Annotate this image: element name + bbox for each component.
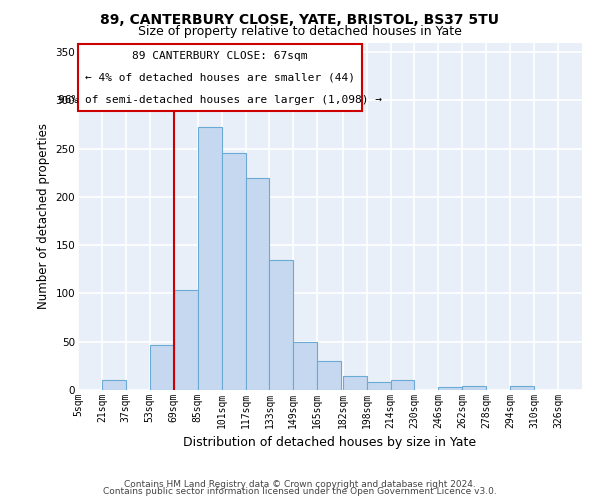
Text: ← 4% of detached houses are smaller (44): ← 4% of detached houses are smaller (44) [85, 72, 355, 83]
Text: 89 CANTERBURY CLOSE: 67sqm: 89 CANTERBURY CLOSE: 67sqm [133, 50, 308, 60]
Text: Contains HM Land Registry data © Crown copyright and database right 2024.: Contains HM Land Registry data © Crown c… [124, 480, 476, 489]
Bar [269, 260, 293, 390]
Text: 96% of semi-detached houses are larger (1,098) →: 96% of semi-detached houses are larger (… [58, 95, 382, 105]
Bar [245, 178, 269, 390]
FancyBboxPatch shape [78, 44, 362, 111]
Bar [343, 376, 367, 390]
Bar [221, 152, 245, 390]
Bar [463, 386, 486, 390]
X-axis label: Distribution of detached houses by size in Yate: Distribution of detached houses by size … [184, 436, 476, 450]
Bar [367, 382, 391, 390]
Text: Size of property relative to detached houses in Yate: Size of property relative to detached ho… [138, 25, 462, 38]
Bar [293, 342, 317, 390]
Bar [391, 380, 415, 390]
Bar [317, 361, 341, 390]
Bar [174, 290, 197, 390]
Bar [150, 344, 174, 390]
Bar [102, 380, 126, 390]
Bar [197, 128, 221, 390]
Bar [439, 387, 463, 390]
Bar [510, 386, 534, 390]
Text: 89, CANTERBURY CLOSE, YATE, BRISTOL, BS37 5TU: 89, CANTERBURY CLOSE, YATE, BRISTOL, BS3… [101, 12, 499, 26]
Text: Contains public sector information licensed under the Open Government Licence v3: Contains public sector information licen… [103, 487, 497, 496]
Y-axis label: Number of detached properties: Number of detached properties [37, 123, 50, 309]
